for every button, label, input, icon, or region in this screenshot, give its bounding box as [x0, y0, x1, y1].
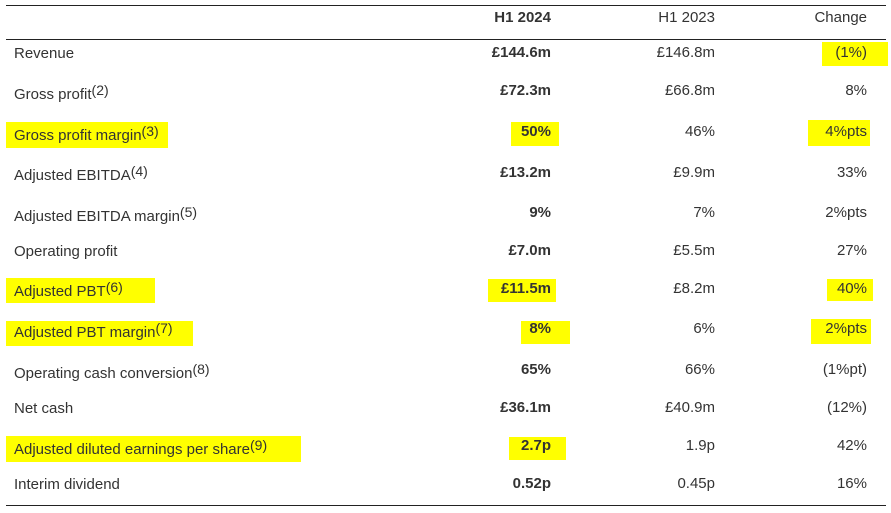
value-h1-2024: 2.7p — [520, 437, 551, 454]
row-label: Operating cash conversion(8) — [14, 361, 210, 384]
value-change: 40% — [836, 280, 867, 297]
value-h1-2024: 9% — [529, 204, 551, 221]
label-text: Gross profit margin — [14, 127, 142, 144]
value-h1-2024: £7.0m — [508, 242, 551, 259]
row-label: Adjusted diluted earnings per share(9) — [14, 437, 268, 460]
value-h1-2024: £13.2m — [500, 164, 551, 181]
value-change: 2%pts — [825, 204, 867, 221]
footnote-ref: (9) — [250, 437, 268, 453]
value-h1-2023: 46% — [684, 123, 715, 140]
row-label: Adjusted EBITDA margin(5) — [14, 204, 198, 227]
value-change: 33% — [836, 164, 867, 181]
label-text: Operating profit — [14, 243, 118, 260]
value-h1-2023: 6% — [693, 320, 715, 337]
value-change: (1%pt) — [822, 361, 867, 378]
label-text: Operating cash conversion — [14, 365, 193, 382]
value-h1-2024: £36.1m — [500, 399, 551, 416]
table-top-rule — [6, 5, 886, 6]
row-label: Interim dividend — [14, 474, 120, 495]
footnote-ref: (3) — [141, 123, 159, 139]
label-text: Adjusted diluted earnings per share — [14, 441, 250, 458]
footnote-ref: (7) — [155, 320, 173, 336]
value-h1-2023: £9.9m — [673, 164, 715, 181]
value-change: 42% — [836, 437, 867, 454]
label-text: Adjusted EBITDA — [14, 167, 131, 184]
value-h1-2023: 7% — [693, 204, 715, 221]
value-h1-2024: 65% — [520, 361, 551, 378]
value-change: (1%) — [835, 44, 867, 61]
row-label: Adjusted PBT(6) — [14, 279, 123, 302]
label-text: Adjusted EBITDA margin — [14, 208, 180, 225]
value-change: 2%pts — [825, 320, 867, 337]
value-h1-2024: £11.5m — [500, 280, 551, 297]
value-h1-2023: £146.8m — [656, 44, 715, 61]
column-header-h1-2023: H1 2023 — [658, 9, 715, 26]
column-header-h1-2024: H1 2024 — [494, 9, 551, 26]
label-text: Adjusted PBT — [14, 283, 106, 300]
footnote-ref: (6) — [105, 279, 123, 295]
footnote-ref: (2) — [91, 82, 109, 98]
value-h1-2024: £144.6m — [491, 44, 551, 61]
value-h1-2023: £40.9m — [664, 399, 715, 416]
value-h1-2024: £72.3m — [500, 82, 551, 99]
row-label: Gross profit margin(3) — [14, 123, 159, 146]
row-label: Operating profit — [14, 241, 117, 262]
label-text: Interim dividend — [14, 476, 120, 493]
table-header-rule — [6, 39, 886, 40]
value-h1-2023: 1.9p — [685, 437, 715, 454]
value-h1-2024: 8% — [529, 320, 551, 337]
row-label: Revenue — [14, 43, 74, 64]
row-label: Gross profit(2) — [14, 82, 109, 105]
value-h1-2024: 0.52p — [512, 475, 551, 492]
value-h1-2023: £5.5m — [673, 242, 715, 259]
table-bottom-rule — [6, 505, 886, 506]
value-h1-2023: £66.8m — [664, 82, 715, 99]
label-text: Gross profit — [14, 86, 92, 103]
footnote-ref: (5) — [179, 204, 198, 220]
row-label: Net cash — [14, 398, 73, 419]
column-header-change: Change — [814, 9, 867, 26]
footnote-ref: (4) — [130, 163, 148, 179]
value-h1-2023: 0.45p — [677, 475, 715, 492]
value-h1-2023: 66% — [684, 361, 715, 378]
value-change: 8% — [845, 82, 867, 99]
value-h1-2023: £8.2m — [673, 280, 715, 297]
value-change: 4%pts — [825, 123, 867, 140]
footnote-ref: (8) — [192, 361, 210, 377]
row-label: Adjusted PBT margin(7) — [14, 320, 173, 343]
label-text: Net cash — [14, 400, 74, 417]
value-h1-2024: 50% — [520, 123, 551, 140]
value-change: 27% — [836, 242, 867, 259]
label-text: Revenue — [14, 45, 75, 62]
value-change: 16% — [836, 475, 867, 492]
label-text: Adjusted PBT margin — [14, 324, 156, 341]
row-label: Adjusted EBITDA(4) — [14, 163, 148, 186]
value-change: (12%) — [826, 399, 867, 416]
